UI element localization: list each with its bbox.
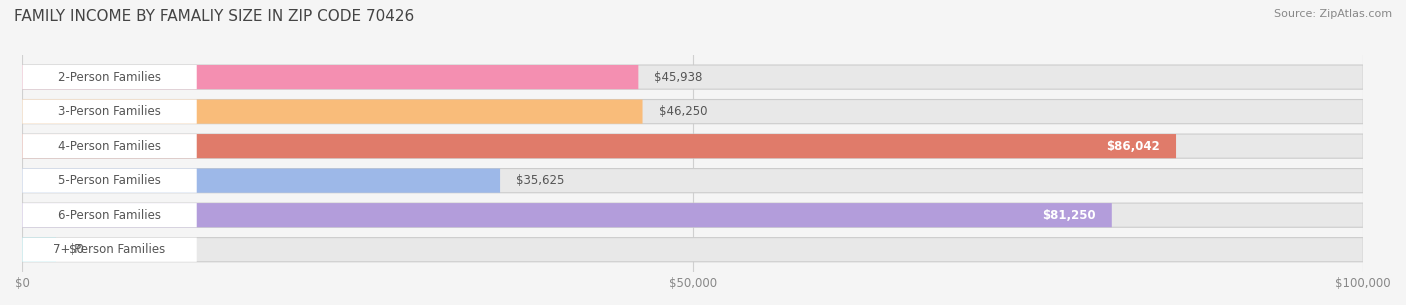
Text: 4-Person Families: 4-Person Families [58,140,162,152]
FancyBboxPatch shape [22,238,56,262]
Text: Source: ZipAtlas.com: Source: ZipAtlas.com [1274,9,1392,19]
Text: FAMILY INCOME BY FAMALIY SIZE IN ZIP CODE 70426: FAMILY INCOME BY FAMALIY SIZE IN ZIP COD… [14,9,415,24]
FancyBboxPatch shape [22,238,197,262]
Text: $81,250: $81,250 [1042,209,1095,222]
Text: $45,938: $45,938 [654,70,703,84]
FancyBboxPatch shape [22,169,197,193]
FancyBboxPatch shape [22,99,643,124]
FancyBboxPatch shape [22,65,197,89]
FancyBboxPatch shape [22,99,1364,124]
FancyBboxPatch shape [22,169,1364,193]
FancyBboxPatch shape [22,203,1364,227]
Text: 7+ Person Families: 7+ Person Families [53,243,166,256]
FancyBboxPatch shape [22,134,197,158]
Text: 3-Person Families: 3-Person Families [58,105,162,118]
FancyBboxPatch shape [22,99,197,124]
FancyBboxPatch shape [22,238,1364,262]
FancyBboxPatch shape [22,65,638,89]
FancyBboxPatch shape [22,65,1364,89]
FancyBboxPatch shape [22,134,1175,158]
Text: 2-Person Families: 2-Person Families [58,70,162,84]
FancyBboxPatch shape [22,203,1112,227]
Text: 5-Person Families: 5-Person Families [58,174,162,187]
Text: $46,250: $46,250 [658,105,707,118]
FancyBboxPatch shape [22,203,197,227]
FancyBboxPatch shape [22,134,1364,158]
Text: $0: $0 [69,243,84,256]
FancyBboxPatch shape [22,169,501,193]
Text: 6-Person Families: 6-Person Families [58,209,162,222]
Text: $86,042: $86,042 [1107,140,1160,152]
Text: $35,625: $35,625 [516,174,565,187]
